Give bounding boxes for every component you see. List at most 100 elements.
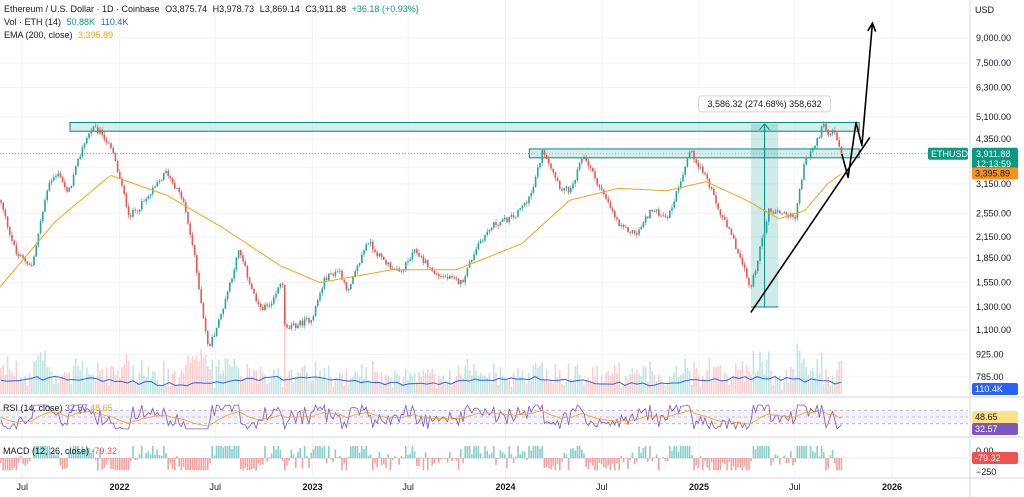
candle-body xyxy=(396,268,398,270)
resistance-zones[interactable] xyxy=(69,121,860,159)
volume-bar xyxy=(739,370,741,394)
volume-bar xyxy=(798,350,801,394)
macd-bar xyxy=(721,458,724,463)
volume-bar xyxy=(134,383,136,394)
currency-label[interactable]: USD xyxy=(974,5,994,15)
volume-bar xyxy=(449,369,451,394)
candle-body xyxy=(257,301,260,304)
volume-bar xyxy=(330,376,332,394)
macd-bar xyxy=(6,458,9,471)
macd-bar xyxy=(488,454,491,459)
macd-bar xyxy=(341,458,343,471)
drawings[interactable] xyxy=(750,21,877,313)
volume-bar xyxy=(154,372,156,394)
volume-bar xyxy=(482,375,484,394)
time-axis[interactable]: Jul 2022 Jul 2023 Jul 2024 Jul 2025 Jul 2026 xyxy=(16,482,902,492)
volume-bar xyxy=(257,382,260,394)
candle-body xyxy=(684,166,686,175)
rsi-legend[interactable]: RSI (14, close) 32.57 48.65 xyxy=(3,403,113,413)
candle-body xyxy=(424,260,427,263)
volume-bar xyxy=(453,382,455,394)
volume-bar xyxy=(825,368,827,394)
volume-bar xyxy=(268,382,271,394)
volume-bar xyxy=(796,343,799,394)
candle-body xyxy=(290,324,293,329)
macd-bar xyxy=(785,458,788,464)
price-axis[interactable]: 9,000.00 7,500.00 6,300.00 5,100.00 4,350.00… xyxy=(976,33,1011,382)
macd-bar xyxy=(277,446,279,459)
symbol-title[interactable]: Ethereum / U.S. Dollar · 1D · Coinbase xyxy=(4,4,160,14)
volume-bar xyxy=(416,381,418,394)
macd-bar xyxy=(504,454,506,459)
ema-line xyxy=(0,173,842,288)
macd-bar xyxy=(130,458,132,462)
macd-bar xyxy=(803,446,805,459)
candle-body xyxy=(691,150,693,153)
candle-body xyxy=(545,154,548,159)
candle-body xyxy=(794,216,796,219)
macd-bar xyxy=(427,458,429,471)
volume-bar xyxy=(88,373,90,394)
volume-bar xyxy=(143,375,145,394)
candle-body xyxy=(22,255,24,258)
volume-bar xyxy=(578,374,581,394)
volume-bar xyxy=(726,374,728,394)
candle-body xyxy=(814,145,816,149)
candle-body xyxy=(728,227,730,229)
volume-bar xyxy=(306,372,308,394)
macd-bar xyxy=(42,446,44,459)
candle-body xyxy=(171,178,174,184)
volume-legend[interactable]: Vol · ETH (14) 50.88K 110.4K xyxy=(4,17,131,27)
candle-body xyxy=(699,166,702,168)
candle-body xyxy=(594,171,596,179)
candle-body xyxy=(576,169,579,181)
volume-bar xyxy=(0,367,2,394)
candle-body xyxy=(460,280,462,285)
candle-body xyxy=(600,186,603,190)
candle-body xyxy=(72,174,75,186)
volume-bar xyxy=(70,383,73,394)
candle-body xyxy=(743,264,746,269)
price-tick-label: 785.00 xyxy=(976,372,1004,382)
volume-bar xyxy=(145,377,147,394)
macd-bar xyxy=(46,446,48,459)
volume-bar xyxy=(702,375,704,394)
ohlc-high: H3,978.73 xyxy=(212,4,255,14)
resistance-zone[interactable] xyxy=(69,121,860,132)
volume-bar xyxy=(345,368,348,394)
macd-bar xyxy=(108,458,110,460)
macd-value: -79.32 xyxy=(91,446,118,456)
macd-bar xyxy=(433,458,436,464)
volume-bar xyxy=(361,364,363,394)
candle-body xyxy=(145,198,147,202)
volume-bar xyxy=(59,378,62,394)
candle-body xyxy=(339,270,341,272)
macd-legend[interactable]: MACD (12, 26, close) -79.32 xyxy=(3,446,117,456)
candle-body xyxy=(303,318,306,326)
macd-bar xyxy=(207,458,209,471)
candle-body xyxy=(215,327,218,336)
time-tick-label: 2025 xyxy=(689,482,709,492)
candle-body xyxy=(750,285,752,287)
candle-body xyxy=(488,230,491,232)
macd-bar xyxy=(119,458,121,471)
candle-body xyxy=(776,210,779,212)
candle-body xyxy=(629,231,631,233)
volume-bar xyxy=(196,355,198,394)
candle-body xyxy=(189,223,191,235)
macd-bar xyxy=(587,458,590,470)
macd-bar xyxy=(710,458,713,463)
ema-legend[interactable]: EMA (200, close) 3,395.89 xyxy=(4,30,116,40)
candle-body xyxy=(724,217,726,220)
candle-body xyxy=(68,188,70,192)
macd-bar xyxy=(717,458,719,471)
macd-bar xyxy=(242,458,244,471)
candle-body xyxy=(277,287,279,294)
macd-bar xyxy=(794,458,796,463)
volume-bar xyxy=(559,369,561,394)
volume-bar xyxy=(319,370,321,394)
volume-bar xyxy=(332,386,334,394)
candle-body xyxy=(200,289,202,303)
macd-bar xyxy=(605,458,607,469)
